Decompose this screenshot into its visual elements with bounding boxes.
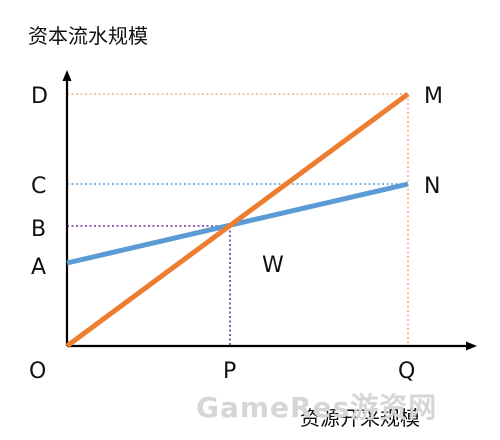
watermark-text: GameRes游资网 (196, 391, 437, 424)
steep-line-om (65, 91, 410, 349)
x-label-q: Q (398, 359, 415, 384)
x-label-p: P (223, 359, 236, 384)
y-axis-title: 资本流水规模 (28, 24, 148, 48)
y-label-d: D (31, 84, 48, 109)
x-axis-arrow (466, 341, 477, 351)
y-label-b: B (31, 217, 46, 242)
line-label-n: N (424, 174, 440, 199)
region-label-w: W (262, 253, 284, 278)
shallow-line-an (66, 181, 409, 266)
y-label-a: A (31, 255, 46, 280)
y-axis-arrow (62, 70, 72, 81)
y-label-c: C (31, 174, 46, 199)
line-label-m: M (424, 84, 443, 109)
x-axis-title: 资源开采规模 (300, 406, 420, 430)
origin-label: O (29, 359, 46, 384)
